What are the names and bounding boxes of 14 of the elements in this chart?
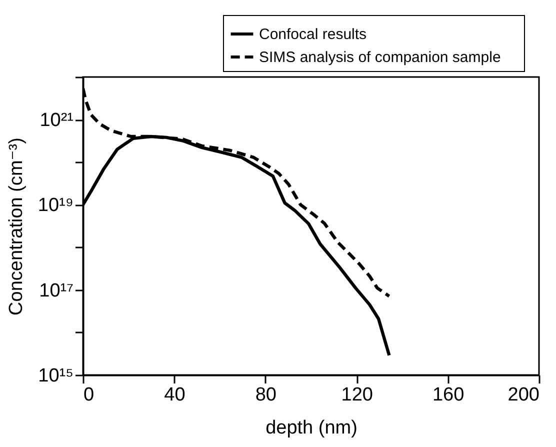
x-tick-label: 200 <box>508 384 540 406</box>
legend-label: SIMS analysis of companion sample <box>259 49 501 66</box>
y-tick-label: 10¹⁵ <box>38 366 74 386</box>
x-tick-label: 40 <box>164 384 186 406</box>
x-tick-label: 120 <box>341 384 373 406</box>
x-tick-label: 0 <box>84 384 94 406</box>
y-tick-label: 10¹⁹ <box>38 195 74 216</box>
y-tick-label: 10²¹ <box>40 110 74 132</box>
legend-label: Confocal results <box>259 26 367 43</box>
x-axis-title: depth (nm) <box>266 418 358 438</box>
x-tick-label: 160 <box>432 384 464 406</box>
y-axis-title: Concentration (cm⁻³) <box>6 138 27 316</box>
x-tick-label: 80 <box>255 384 276 406</box>
y-tick-label: 10¹⁷ <box>39 280 74 302</box>
